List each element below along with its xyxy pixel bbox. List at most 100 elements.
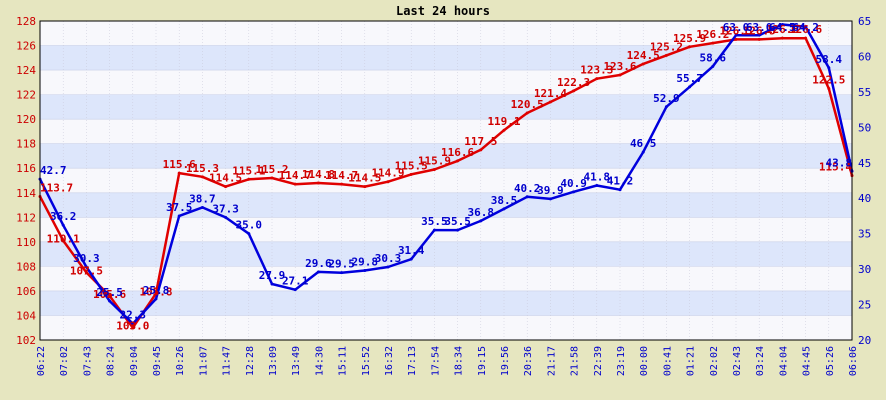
y-right-tick-label: 20 — [858, 334, 871, 347]
red-data-label: 125.9 — [673, 32, 706, 45]
blue-point — [548, 197, 552, 201]
red-data-label: 115.2 — [255, 163, 288, 176]
x-tick-label: 06:06 — [848, 346, 859, 376]
red-data-label: 126.6 — [766, 23, 799, 36]
y-left-tick-label: 114 — [16, 187, 36, 200]
series-line-blue — [38, 23, 854, 325]
x-tick-label: 04:04 — [778, 346, 789, 376]
red-point — [479, 148, 483, 152]
red-data-label: 123.3 — [580, 64, 613, 77]
x-tick-label: 16:32 — [384, 346, 395, 376]
blue-point — [804, 25, 808, 29]
blue-point — [432, 228, 436, 232]
blue-point — [61, 223, 65, 227]
blue-data-label: 35.5 — [444, 215, 471, 228]
red-point — [200, 175, 204, 179]
red-data-label: 126.2 — [696, 28, 729, 41]
red-data-label: 113.7 — [40, 181, 73, 194]
blue-data-label: 46.5 — [630, 137, 657, 150]
blue-data-label: 36.2 — [50, 210, 77, 223]
blue-data-label: 29.5 — [328, 258, 355, 271]
x-tick-label: 13:49 — [291, 346, 302, 376]
blue-point — [456, 228, 460, 232]
red-point — [827, 86, 831, 90]
blue-point — [572, 190, 576, 194]
x-tick-label: 07:43 — [82, 346, 93, 376]
blue-point — [595, 183, 599, 187]
red-data-label: 105.8 — [139, 285, 172, 298]
x-tick-label: 08:24 — [106, 346, 117, 376]
plot-area — [40, 21, 852, 340]
red-point — [247, 177, 251, 181]
band-stripe — [40, 192, 852, 218]
blue-data-label: 38.5 — [491, 194, 518, 207]
blue-data-label: 27.9 — [259, 269, 286, 282]
blue-point — [224, 215, 228, 219]
red-point — [456, 159, 460, 163]
left-y-axis: 102 104 106 108 110 112 114 116 118 120 122 124 126 1… — [16, 15, 36, 347]
y-left-tick-label: 108 — [16, 260, 36, 273]
x-tick-label: 13:09 — [268, 346, 279, 376]
blue-data-label: 30.3 — [375, 252, 402, 265]
red-point — [757, 37, 761, 41]
blue-point — [641, 150, 645, 154]
blue-point — [177, 214, 181, 218]
x-tick-label: 11:47 — [222, 346, 233, 376]
x-tick-label: 20:36 — [523, 346, 534, 376]
right-y-axis: 20 25 30 35 40 45 50 55 60 65 — [858, 15, 871, 347]
red-point — [131, 326, 135, 330]
red-point — [340, 182, 344, 186]
red-point — [502, 128, 506, 132]
x-tick-label: 17:13 — [407, 346, 418, 376]
y-left-tick-label: 120 — [16, 113, 36, 126]
blue-point — [827, 66, 831, 70]
red-data-label: 122.5 — [812, 73, 845, 86]
plot-border — [39, 20, 853, 341]
x-tick-label: 00:00 — [639, 346, 650, 376]
band-stripe — [40, 241, 852, 267]
red-data-label: 115.4 — [819, 161, 852, 174]
x-tick-label: 18:34 — [454, 346, 465, 376]
blue-point — [363, 269, 367, 273]
red-data-label: 114.5 — [348, 172, 381, 185]
blue-point — [340, 271, 344, 275]
blue-point — [108, 299, 112, 303]
x-tick-label: 22:39 — [593, 346, 604, 376]
blue-data-label: 58.4 — [816, 53, 843, 66]
red-point — [316, 181, 320, 185]
blue-data-label: 39.9 — [537, 184, 564, 197]
y-right-tick-label: 35 — [858, 228, 871, 241]
blue-point — [131, 322, 135, 326]
red-data-label: 126.5 — [743, 24, 776, 37]
blue-point — [200, 205, 204, 209]
x-tick-label: 02:02 — [709, 346, 720, 376]
red-data-label: 126.5 — [719, 24, 752, 37]
plot-bands — [40, 21, 852, 340]
blue-data-label: 63.0 — [746, 21, 773, 34]
blue-point — [664, 105, 668, 109]
red-data-label: 114.7 — [325, 169, 358, 182]
blue-point — [247, 232, 251, 236]
x-tick-label: 04:45 — [802, 346, 813, 376]
red-point — [618, 73, 622, 77]
red-point — [154, 291, 158, 295]
red-point — [525, 111, 529, 115]
blue-data-label: 29.6 — [305, 257, 332, 270]
x-tick-label: 19:56 — [500, 346, 511, 376]
blue-point — [270, 282, 274, 286]
y-right-tick-label: 60 — [858, 50, 871, 63]
red-data-label: 103.0 — [116, 320, 149, 333]
y-left-tick-label: 126 — [16, 40, 36, 53]
x-tick-label: 00:41 — [662, 346, 673, 376]
y-left-tick-label: 106 — [16, 285, 36, 298]
red-data-label: 126.6 — [789, 23, 822, 36]
blue-data-label: 41.8 — [584, 170, 611, 183]
y-right-tick-label: 45 — [858, 157, 871, 170]
blue-data-label: 43.8 — [826, 156, 853, 169]
blue-point — [780, 23, 784, 27]
red-data-label: 115.3 — [186, 162, 219, 175]
blue-point — [525, 195, 529, 199]
red-data-label: 110.1 — [47, 233, 80, 246]
red-point — [432, 167, 436, 171]
blue-point — [688, 85, 692, 89]
